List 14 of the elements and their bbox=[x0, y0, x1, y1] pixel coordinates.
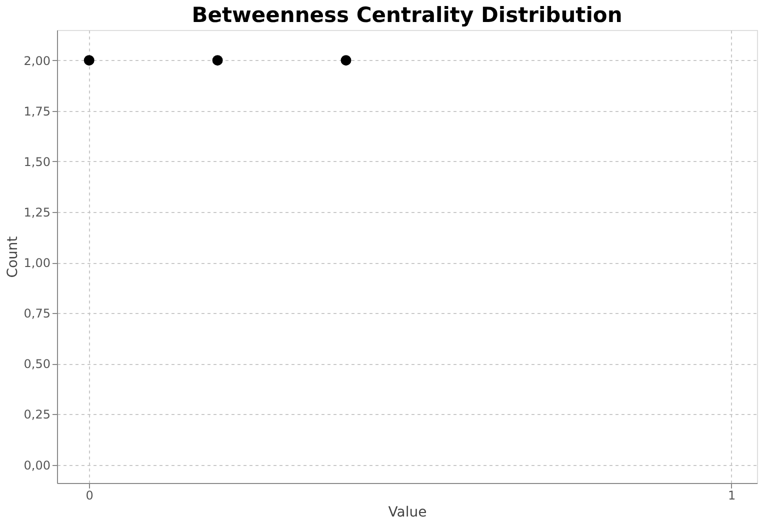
x-tick-label: 0 bbox=[86, 488, 94, 502]
x-axis-title: Value bbox=[388, 504, 427, 520]
y-axis-title: Count bbox=[4, 236, 21, 278]
x-tick-label: 1 bbox=[728, 488, 736, 502]
y-tick-label: 1,75 bbox=[24, 104, 50, 118]
y-tick-label: 1,25 bbox=[24, 206, 50, 220]
y-tick-label: 0,75 bbox=[24, 306, 50, 321]
y-tick-label: 0,50 bbox=[24, 357, 50, 372]
y-tick-label: 0,25 bbox=[24, 408, 50, 422]
y-tick-label: 0,00 bbox=[24, 458, 50, 472]
y-tick-label: 1,50 bbox=[24, 154, 50, 169]
y-tick-label: 2,00 bbox=[24, 54, 50, 68]
y-tick-label: 1,00 bbox=[24, 256, 50, 270]
chart-title: Betweenness Centrality Distribution bbox=[192, 3, 622, 27]
